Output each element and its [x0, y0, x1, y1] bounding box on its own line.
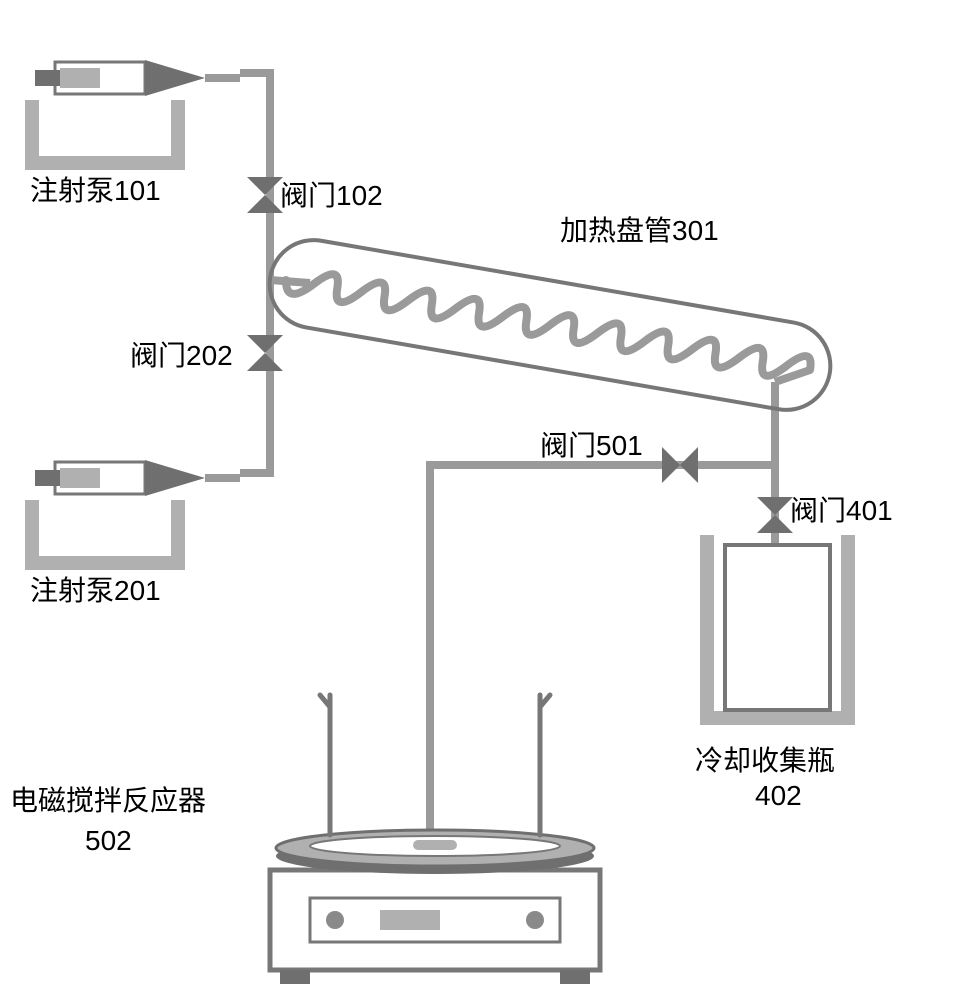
labels: 注射泵101 阀门102 阀门202 注射泵201 加热盘管301 阀门501 阀门401 冷…: [10, 175, 893, 856]
pipe-p_pump2_out: [240, 280, 270, 473]
label-react2: 502: [85, 825, 132, 856]
label-coil: 加热盘管301: [560, 215, 719, 246]
label-valve5: 阀门501: [540, 430, 643, 461]
label-valve4: 阀门401: [790, 495, 893, 526]
valve-102: [247, 177, 283, 213]
label-collect1: 冷却收集瓶: [695, 745, 835, 776]
label-pump2: 注射泵201: [30, 575, 161, 606]
syringe-pump-201: [25, 460, 240, 570]
syringe-pump-101: [25, 60, 240, 170]
label-pump1: 注射泵101: [30, 175, 161, 206]
label-valve1: 阀门102: [280, 180, 383, 211]
valve-202: [247, 335, 283, 371]
pipe-p_pump1_out: [240, 73, 270, 280]
magnetic-stirrer-502: [270, 695, 600, 984]
cooling-collector-402: [700, 535, 855, 725]
valve-401: [757, 497, 793, 533]
label-collect2: 402: [755, 780, 802, 811]
heating-coil-301: [263, 233, 837, 417]
valve-501: [662, 447, 698, 483]
label-react1: 电磁搅拌反应器: [10, 785, 206, 816]
label-valve2: 阀门202: [130, 340, 233, 371]
diagram-canvas: 注射泵101 阀门102 阀门202 注射泵201 加热盘管301 阀门501 阀门401 冷…: [0, 0, 956, 1000]
